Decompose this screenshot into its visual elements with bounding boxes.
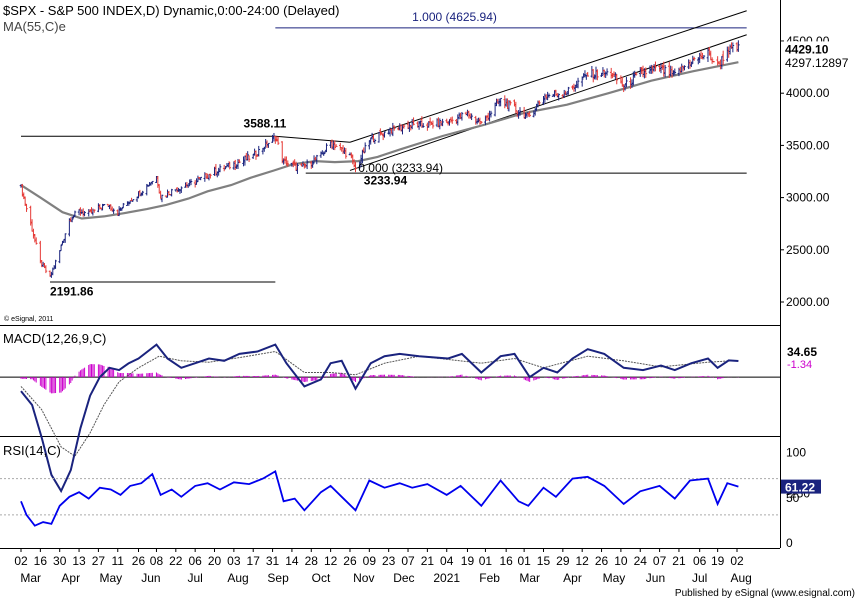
ma-legend-label: MA(55,C)e [3, 19, 66, 34]
macd-value-label: 34.65 [787, 345, 817, 359]
rsi-panel: RSI(14,C) 100 50 0 61.22 [0, 443, 821, 550]
last-price-label: 4429.10 [785, 42, 829, 56]
x-axis-day-label: 26 [343, 554, 357, 568]
ma-value-label: 4297.12897 [785, 56, 849, 70]
price-axis-label: 2000.00 [786, 295, 830, 309]
rsi-value-bg [781, 479, 821, 494]
x-axis-month-label: Dec [393, 571, 414, 585]
x-axis-day-label: 13 [72, 554, 86, 568]
trend-line [349, 10, 747, 143]
trend-line [275, 135, 351, 143]
x-axis-day-label: 19 [711, 554, 725, 568]
x-axis-month-label: May [603, 571, 626, 585]
x-axis-month-label: Aug [730, 571, 751, 585]
x-axis-month-label: Sep [267, 571, 289, 585]
x-axis-day-label: 23 [382, 554, 396, 568]
trend-line [349, 34, 747, 171]
chart-title: $SPX - S&P 500 INDEX,D) Dynamic,0:00-24:… [3, 3, 339, 18]
x-axis-day-label: 02 [730, 554, 744, 568]
rsi-axis-label: 50 [786, 491, 800, 505]
x-axis-month-label: Oct [312, 571, 331, 585]
rsi-line [20, 470, 739, 527]
macd-value-bg [781, 345, 827, 359]
x-axis-day-label: 16 [34, 554, 48, 568]
x-axis-month-label: Apr [61, 571, 80, 585]
x-axis-day-label: 11 [112, 554, 125, 568]
rsi-axis-label: 100 [786, 446, 806, 460]
rsi-axis-label: 0 [786, 536, 793, 550]
x-axis-month-label: Jun [646, 571, 665, 585]
x-axis-month-label: 2021 [433, 571, 460, 585]
x-axis-month-label: Aug [227, 571, 248, 585]
macd-line [20, 343, 739, 494]
x-axis-month-label: Mar [519, 571, 540, 585]
x-axis-month-label: May [100, 571, 123, 585]
price-axis-label: 3500.00 [786, 138, 830, 152]
x-axis-day-label: 07 [401, 554, 415, 568]
x-axis-day-label: 12 [324, 554, 338, 568]
x-axis-month-label: Jun [141, 571, 160, 585]
x-axis-day-label: 08 [150, 554, 164, 568]
x-axis-day-label: 28 [305, 554, 319, 568]
ohlc-bars [19, 40, 740, 278]
x-axis-day-label: 14 [285, 554, 299, 568]
x-axis-day-label: 01 [479, 554, 493, 568]
x-axis-day-label: 07 [653, 554, 667, 568]
x-axis-day-label: 06 [188, 554, 202, 568]
x-axis-month-label: Jul [187, 571, 202, 585]
histogram-value-label: -1.34 [787, 359, 812, 371]
price-annotation: 1.000 (4625.94) [412, 10, 497, 24]
x-axis-day-label: 19 [461, 554, 475, 568]
x-axis: 02 16 30 13 27 11 26 08 22 06 20 03 17 31 14 28 12 26 09 23… [14, 548, 752, 585]
x-axis-day-label: 21 [672, 554, 686, 568]
panel-frames [0, 0, 781, 549]
x-axis-day-label: 01 [517, 554, 531, 568]
x-axis-day-label: 16 [499, 554, 513, 568]
x-axis-day-label: 15 [537, 554, 551, 568]
ma-value-label-bg [781, 55, 853, 70]
price-axis-label: 4000.00 [786, 86, 830, 100]
x-axis-day-label: 31 [266, 554, 280, 568]
publisher-note: Published by eSignal (www.esignal.com) [675, 588, 855, 599]
macd-histogram [20, 364, 739, 394]
x-axis-day-label: 02 [14, 554, 28, 568]
x-axis-day-label: 04 [440, 554, 454, 568]
x-axis-day-label: 29 [556, 554, 570, 568]
last-price-label-bg [781, 41, 833, 56]
price-panel: 4500.004000.003500.003000.002500.002000.… [19, 10, 853, 309]
x-axis-day-label: 10 [614, 554, 628, 568]
price-axis-label: 2500.00 [786, 243, 830, 257]
x-axis-day-label: 30 [53, 554, 67, 568]
x-axis-day-label: 26 [132, 554, 146, 568]
x-axis-day-label: 21 [421, 554, 435, 568]
x-axis-month-label: Nov [353, 571, 374, 585]
x-axis-day-label: 17 [247, 554, 261, 568]
price-annotation: 0.000 (3233.94) [358, 161, 443, 175]
x-axis-day-label: 09 [363, 554, 377, 568]
macd-title: MACD(12,26,9,C) [3, 331, 106, 346]
rsi-value-label: 61.22 [785, 481, 815, 495]
x-axis-day-label: 22 [169, 554, 183, 568]
x-axis-day-label: 26 [595, 554, 609, 568]
x-axis-day-label: 24 [634, 554, 648, 568]
x-axis-month-label: Apr [563, 571, 582, 585]
price-annotation: 3588.11 [244, 117, 287, 131]
x-axis-month-label: Mar [20, 571, 41, 585]
price-annotation: 3233.94 [364, 174, 408, 188]
rsi-title: RSI(14,C) [3, 443, 61, 458]
x-axis-day-label: 27 [92, 554, 106, 568]
x-axis-month-label: Jul [692, 571, 707, 585]
x-axis-day-label: 06 [693, 554, 707, 568]
price-axis-label: 3000.00 [786, 191, 830, 205]
x-axis-month-label: Feb [479, 571, 500, 585]
x-axis-day-label: 20 [208, 554, 222, 568]
x-axis-day-label: 12 [576, 554, 590, 568]
x-axis-day-label: 03 [227, 554, 241, 568]
copyright-note: © eSignal, 2011 [4, 315, 54, 323]
price-annotation: 2191.86 [50, 285, 94, 299]
